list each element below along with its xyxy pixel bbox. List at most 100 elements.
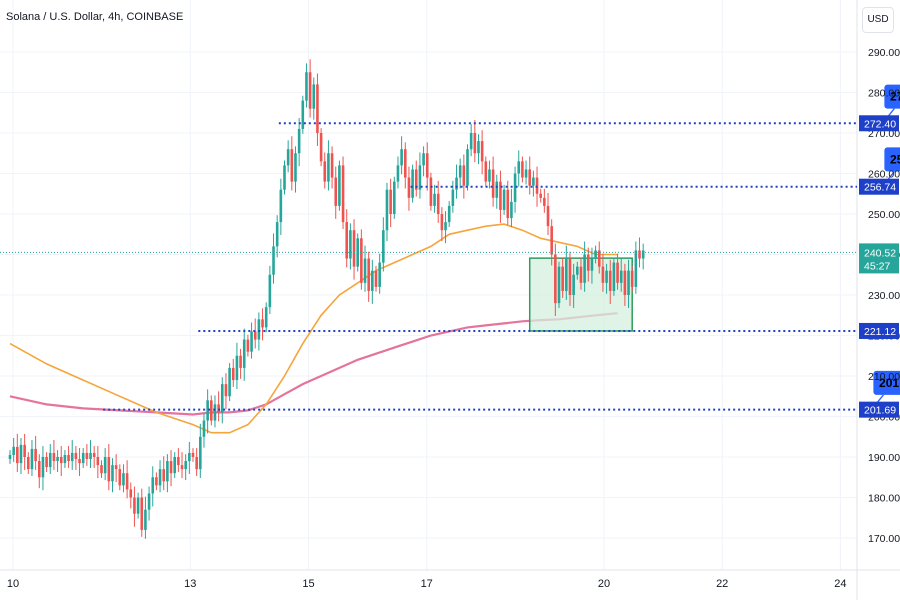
- candle-body: [565, 258, 568, 291]
- candle-body: [466, 149, 469, 186]
- candle-body: [630, 270, 634, 287]
- candle-body: [48, 452, 52, 468]
- candle-body: [250, 331, 253, 352]
- candle-body: [140, 497, 144, 530]
- candle-body: [286, 149, 290, 166]
- candle-body: [491, 169, 495, 198]
- candle-body: [543, 197, 546, 206]
- candle-body: [532, 177, 535, 186]
- levels-layer: 272.40257.01221.39201.69: [103, 84, 900, 411]
- candle-body: [521, 161, 524, 178]
- candle-body: [616, 262, 619, 283]
- ema-fast-layer: [9, 223, 618, 434]
- candle-body: [162, 469, 166, 482]
- candle-body: [12, 446, 15, 455]
- candle-body: [239, 355, 242, 368]
- candle-body: [436, 193, 440, 214]
- candle-body: [634, 250, 638, 287]
- price-tick-label: 190.00: [868, 452, 900, 464]
- candle-body: [275, 222, 279, 247]
- candle-body: [224, 384, 228, 397]
- candle-body: [195, 457, 198, 470]
- candle-body: [107, 457, 111, 482]
- candle-body: [367, 258, 370, 291]
- candle-body: [67, 454, 70, 462]
- candle-body: [264, 307, 268, 328]
- candle-body: [19, 444, 23, 464]
- candle-body: [235, 355, 239, 381]
- candle-body: [308, 72, 312, 109]
- candle-body: [312, 84, 316, 109]
- candle-body: [23, 444, 26, 457]
- candle-body: [363, 258, 367, 283]
- candle-body: [502, 189, 506, 210]
- candle-body: [166, 461, 169, 482]
- candle-body: [206, 400, 209, 421]
- candle-body: [546, 205, 550, 227]
- time-tick-label: 20: [598, 578, 610, 590]
- candle-body: [484, 161, 488, 182]
- candle-body: [535, 177, 539, 194]
- candle-body: [217, 404, 220, 413]
- candle-body: [37, 461, 41, 478]
- candle-body: [246, 339, 250, 352]
- candle-body: [572, 274, 575, 295]
- level-price-tag: [859, 322, 899, 339]
- level-price-tag-text: 201.69: [864, 405, 896, 417]
- candle-body: [125, 473, 129, 490]
- time-tick-label: 10: [7, 578, 19, 590]
- candle-body: [641, 250, 645, 259]
- candle-body: [506, 189, 510, 219]
- candle-body: [477, 141, 480, 154]
- candle-body: [63, 454, 67, 464]
- candle-body: [524, 169, 528, 178]
- candle-body: [92, 452, 96, 457]
- currency-button[interactable]: USD: [862, 7, 894, 33]
- candle-body: [396, 165, 400, 182]
- candle-body: [371, 270, 374, 291]
- candle-body: [202, 420, 206, 437]
- candle-body: [45, 457, 48, 468]
- candle-body: [319, 133, 323, 162]
- candle-body: [16, 446, 19, 464]
- candle-body: [488, 169, 491, 182]
- candle-body: [327, 153, 330, 182]
- candle-body: [385, 189, 389, 231]
- candle-body: [623, 270, 627, 295]
- price-tick-label: 210.00: [868, 371, 900, 383]
- price-tick-label: 170.00: [868, 533, 900, 545]
- candle-body: [568, 258, 572, 295]
- candle-body: [627, 270, 630, 295]
- price-tick-label: 250.00: [868, 209, 900, 221]
- candle-body: [96, 457, 100, 466]
- candle-body: [429, 177, 433, 206]
- candle-body: [605, 270, 608, 283]
- candle-body: [253, 331, 257, 340]
- candle-body: [231, 367, 235, 381]
- candle-body: [517, 161, 521, 174]
- price-tick-label: 260.00: [868, 169, 900, 181]
- candle-body: [56, 457, 59, 462]
- time-tick-label: 13: [184, 578, 196, 590]
- level-price-tag: [859, 178, 899, 195]
- candle-body: [199, 436, 202, 470]
- candle-body: [528, 169, 532, 186]
- level-price-tag: [859, 115, 899, 132]
- time-tick-label: 24: [834, 578, 846, 590]
- candle-body: [411, 169, 414, 198]
- last-price-text: 240.52: [864, 247, 896, 259]
- candle-body: [557, 266, 561, 304]
- level-callout-text: 201.69: [879, 376, 900, 390]
- candle-body: [81, 452, 85, 464]
- price-axis: 170.00180.00190.00200.00210.00220.00230.…: [859, 47, 900, 545]
- candle-body: [539, 193, 542, 198]
- candle-body: [70, 452, 74, 462]
- candle-body: [440, 214, 444, 231]
- candle-body: [158, 469, 162, 486]
- candle-body: [30, 448, 34, 470]
- candle-body: [382, 230, 385, 263]
- price-tick-label: 230.00: [868, 290, 900, 302]
- candle-body: [242, 339, 246, 368]
- candle-body: [433, 193, 436, 206]
